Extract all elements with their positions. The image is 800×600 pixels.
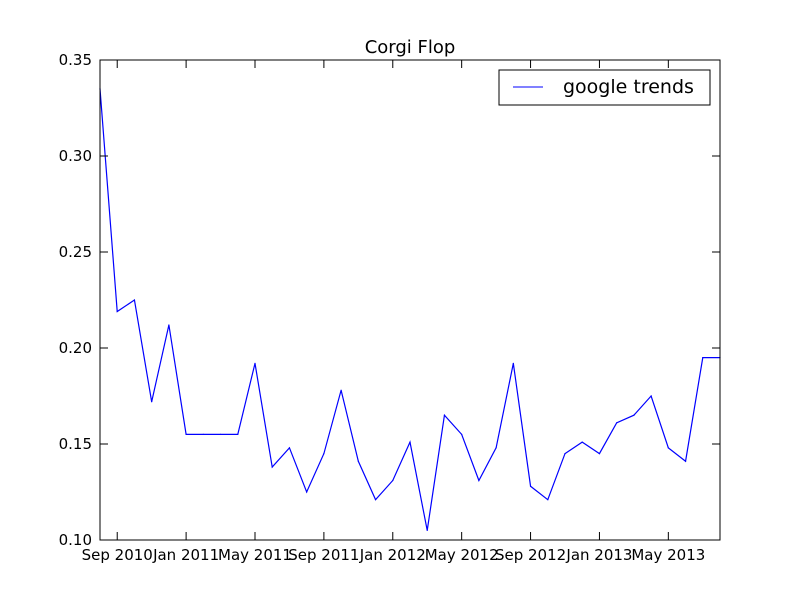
data-point	[133, 299, 136, 301]
data-point	[684, 460, 687, 462]
data-point	[702, 357, 704, 359]
plot-frame	[99, 59, 721, 541]
data-point	[478, 479, 480, 482]
data-point	[495, 447, 497, 449]
data-point	[443, 414, 446, 416]
data-point	[564, 453, 566, 455]
data-point	[219, 433, 222, 435]
data-point	[306, 491, 308, 493]
data-point	[409, 441, 411, 443]
y-tick-label: 0.10	[59, 531, 92, 549]
data-point	[185, 433, 187, 435]
data-point	[202, 433, 204, 435]
legend: google trends	[498, 69, 711, 106]
y-tick-label: 0.15	[59, 435, 92, 453]
data-point	[667, 447, 669, 449]
x-tick-label: May 2011	[218, 546, 292, 564]
data-point	[168, 324, 170, 326]
x-tick-label: Jan 2011	[152, 546, 219, 564]
y-axis: 0.10 0.15 0.20 0.25 0.30 0.35	[59, 51, 720, 549]
data-point	[254, 362, 256, 364]
x-tick-label: Jan 2013	[565, 546, 632, 564]
chart-title: Corgi Flop	[365, 37, 456, 58]
data-point	[392, 479, 394, 482]
data-point	[271, 466, 273, 468]
data-point	[650, 395, 652, 397]
data-point	[151, 401, 153, 403]
data-point	[529, 485, 532, 487]
data-point	[237, 433, 239, 435]
data-point	[547, 499, 549, 501]
y-tick-label: 0.35	[59, 51, 92, 69]
data-point	[633, 414, 635, 416]
x-tick-label: Jan 2012	[359, 546, 426, 564]
data-point	[357, 460, 359, 462]
data-point	[426, 529, 428, 532]
data-point	[581, 441, 583, 443]
legend-label: google trends	[563, 76, 694, 98]
data-point	[461, 433, 463, 435]
data-point	[374, 499, 377, 501]
y-tick-label: 0.30	[59, 147, 92, 165]
x-tick-label: May 2013	[631, 546, 705, 564]
x-tick-label: May 2012	[425, 546, 499, 564]
data-point	[116, 310, 118, 313]
data-point	[616, 422, 618, 424]
data-point	[340, 389, 342, 391]
y-tick-label: 0.20	[59, 339, 92, 357]
x-tick-label: Sep 2011	[288, 546, 359, 564]
x-tick-label: Sep 2010	[82, 546, 153, 564]
plot-content	[99, 88, 721, 532]
x-tick-label: Sep 2012	[495, 546, 566, 564]
data-point	[288, 447, 291, 449]
y-tick-label: 0.25	[59, 243, 92, 261]
data-point	[512, 362, 514, 364]
data-point	[323, 453, 325, 455]
data-point	[598, 453, 601, 455]
